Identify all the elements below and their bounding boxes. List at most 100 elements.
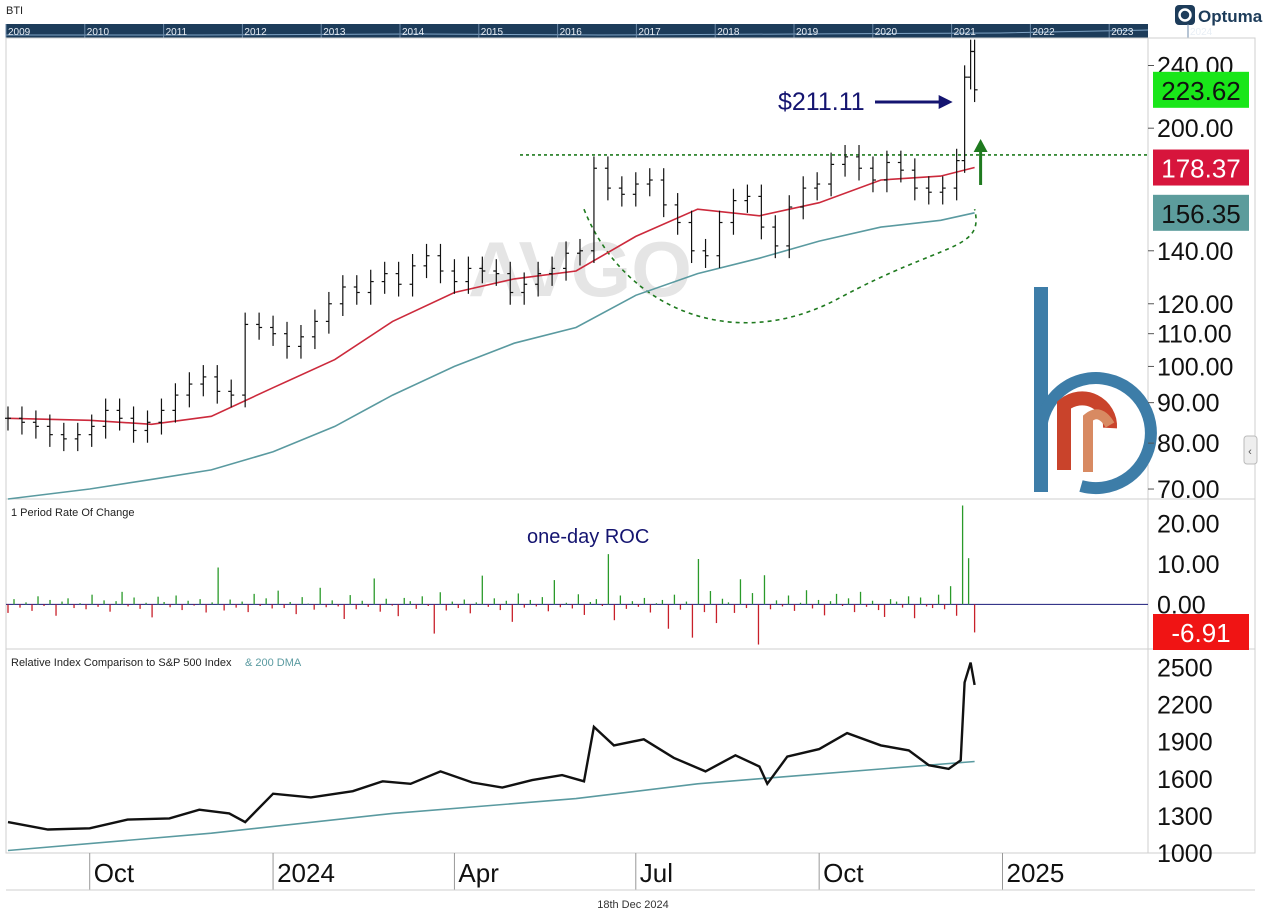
price-bar [961, 65, 968, 173]
price-bar [381, 261, 388, 294]
price-bar [953, 148, 960, 201]
price-bar [897, 150, 904, 183]
price-bar [367, 269, 374, 305]
price-bar [60, 422, 67, 452]
price-bar [828, 152, 835, 197]
collapse-handle[interactable]: ‹ [1243, 435, 1258, 465]
price-bar [688, 210, 695, 264]
relative-tick-label: 2500 [1157, 655, 1213, 683]
price-series-layer [4, 39, 1148, 500]
price-tick-label: 100.00 [1157, 353, 1233, 381]
price-bar [674, 193, 681, 235]
price-bar [270, 315, 277, 346]
roc-panel-title: 1 Period Rate Of Change [11, 507, 135, 519]
footer-date: 18th Dec 2024 [597, 899, 669, 911]
price-bar [4, 406, 11, 431]
breakout-arrow-head [973, 138, 988, 152]
price-bar [856, 145, 863, 181]
relative-legend-dma: & 200 DMA [245, 657, 302, 669]
price-bar [842, 145, 849, 177]
overview-year-label: 2010 [87, 27, 110, 38]
sma200-badge: 156.35 [1153, 194, 1249, 231]
overview-year-label: 2020 [875, 27, 898, 38]
price-bar [214, 365, 221, 404]
price-tick-label: 90.00 [1157, 390, 1220, 418]
roc-value-badge-text: -6.91 [1171, 618, 1230, 648]
x-tick-label: Apr [458, 858, 499, 888]
price-bar [130, 406, 137, 443]
price-bar [758, 184, 765, 240]
price-bar [786, 195, 793, 259]
price-tick-label: 140.00 [1157, 238, 1233, 266]
price-bar [869, 156, 876, 193]
price-bar [186, 372, 193, 408]
price-bar [646, 168, 653, 197]
relative-tick-label: 1300 [1157, 803, 1213, 831]
price-bar [256, 312, 263, 340]
price-bar [395, 261, 402, 297]
price-bar [18, 406, 25, 435]
price-bar [730, 188, 737, 235]
price-tick-label: 200.00 [1157, 115, 1233, 143]
price-bar [800, 176, 807, 220]
price-bar [618, 176, 625, 207]
x-tick-label: Oct [94, 858, 135, 888]
relative-line [7, 662, 976, 831]
price-bar [74, 422, 81, 452]
roc-series-layer [6, 505, 1148, 645]
price-bar [590, 156, 597, 264]
relative-tick-label: 1000 [1157, 840, 1213, 868]
price-bar [702, 238, 709, 268]
price-bar [284, 321, 291, 359]
price-annotation-label: $211.11 [778, 88, 865, 116]
relative-tick-label: 1600 [1157, 766, 1213, 794]
overview-year-label: 2023 [1111, 27, 1134, 38]
price-bar [507, 261, 514, 305]
price-bar [660, 168, 667, 218]
price-bar [967, 39, 974, 90]
price-bar [228, 379, 235, 408]
price-bar [297, 324, 304, 359]
price-bar [465, 256, 472, 294]
overview-year-label: 2014 [402, 27, 425, 38]
overview-year-label: 2009 [8, 27, 31, 38]
overview-navigator[interactable]: 2009 2010 2011 2012 2013 2014 2015 2016 2017 2018… [5, 24, 1213, 38]
price-bar [172, 383, 179, 423]
price-bar [451, 259, 458, 294]
x-tick-label: 2024 [277, 858, 335, 888]
sma50-badge: 178.37 [1153, 149, 1249, 186]
overview-year-label: 2013 [323, 27, 346, 38]
price-bar [563, 241, 570, 281]
price-bar [102, 398, 109, 439]
price-bar [971, 39, 978, 103]
price-bar [925, 176, 932, 205]
price-bar [716, 210, 723, 268]
price-bar [632, 172, 639, 207]
symbol-label: BTI [6, 5, 23, 17]
price-bar [339, 275, 346, 317]
overview-year-label: 2021 [954, 27, 977, 38]
overview-year-label: 2019 [796, 27, 819, 38]
price-bar [353, 275, 360, 305]
relative-tick-label: 1900 [1157, 729, 1213, 757]
price-bar [144, 410, 151, 443]
price-bar [549, 256, 556, 286]
sma200-line [7, 212, 975, 500]
price-bar [325, 291, 332, 334]
last-price-badge: 223.62 [1153, 71, 1249, 108]
roc-tick-label: 10.00 [1157, 551, 1220, 579]
price-bar [535, 261, 542, 297]
price-bar [88, 414, 95, 447]
overview-year-label: 2024 [1190, 27, 1213, 38]
relative-tick-label: 2200 [1157, 692, 1213, 720]
overview-year-label: 2017 [638, 27, 661, 38]
optuma-logo: Optuma [1175, 5, 1263, 26]
x-tick-label: Oct [823, 858, 864, 888]
sma50-badge-text: 178.37 [1161, 154, 1241, 184]
brand-label: Optuma [1198, 7, 1263, 26]
roc-value-badge: -6.91 [1153, 614, 1249, 650]
relative-panel-title: Relative Index Comparison to S&P 500 Ind… [11, 657, 232, 669]
overview-year-label: 2015 [481, 27, 504, 38]
overview-year-label: 2012 [244, 27, 267, 38]
